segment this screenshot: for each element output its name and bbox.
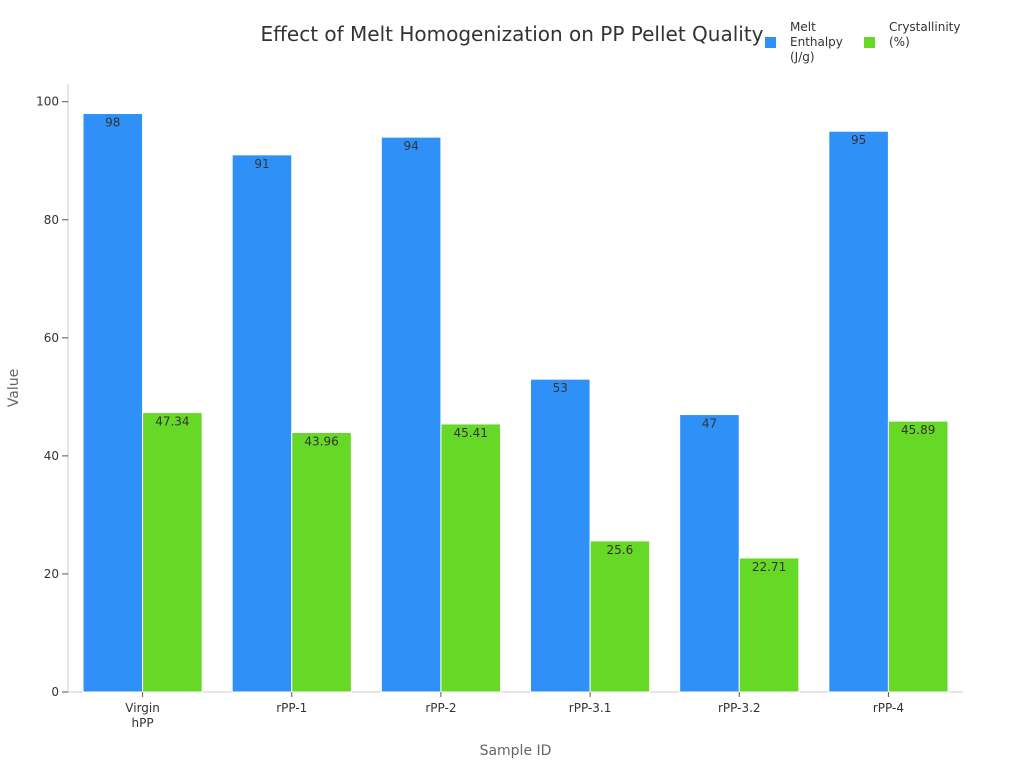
bar xyxy=(440,423,501,693)
legend-swatch xyxy=(864,37,875,48)
x-tick-label: rPP-1 xyxy=(276,701,307,715)
x-tick-label: rPP-4 xyxy=(873,701,904,715)
data-label: 47.34 xyxy=(155,415,189,429)
data-label: 47 xyxy=(702,417,717,431)
data-label: 94 xyxy=(403,139,418,153)
bar xyxy=(738,557,800,693)
y-tick-label: 40 xyxy=(44,449,59,463)
bar xyxy=(887,420,949,693)
x-tick-label: Virgin hPP xyxy=(125,701,160,730)
y-tick-label: 20 xyxy=(44,567,59,581)
chart-title: Effect of Melt Homogenization on PP Pell… xyxy=(260,22,764,46)
x-tick-label: rPP-2 xyxy=(425,701,456,715)
bar xyxy=(142,412,203,693)
x-tick-label: rPP-3.2 xyxy=(718,701,761,715)
legend-item-crystallinity: Crystallinity (%) xyxy=(864,20,969,50)
y-axis-title: Value xyxy=(6,369,22,407)
x-tick-label: rPP-3.1 xyxy=(569,701,612,715)
y-tick-label: 80 xyxy=(44,213,59,227)
bar xyxy=(291,432,352,693)
bar xyxy=(82,113,144,693)
legend-item-melt-enthalpy: Melt Enthalpy (J/g) xyxy=(765,20,852,65)
x-axis-title: Sample ID xyxy=(480,743,552,759)
bar xyxy=(828,130,889,693)
legend-swatch xyxy=(765,37,776,48)
y-tick-label: 100 xyxy=(36,95,59,109)
data-label: 45.41 xyxy=(454,426,488,440)
bar xyxy=(231,154,293,693)
bar xyxy=(530,378,591,693)
data-label: 91 xyxy=(254,157,269,171)
data-label: 45.89 xyxy=(901,423,935,437)
data-label: 98 xyxy=(105,116,120,130)
data-label: 22.71 xyxy=(752,560,786,574)
data-label: 25.6 xyxy=(607,543,634,557)
bar xyxy=(380,136,442,693)
data-label: 95 xyxy=(851,133,866,147)
legend-label: Crystallinity (%) xyxy=(889,20,961,49)
y-tick-label: 60 xyxy=(44,331,59,345)
bar xyxy=(589,540,651,693)
bar xyxy=(679,414,740,693)
legend-label: Melt Enthalpy (J/g) xyxy=(790,20,843,64)
y-tick-label: 0 xyxy=(51,685,59,699)
data-label: 53 xyxy=(553,381,568,395)
data-label: 43.96 xyxy=(304,435,338,449)
